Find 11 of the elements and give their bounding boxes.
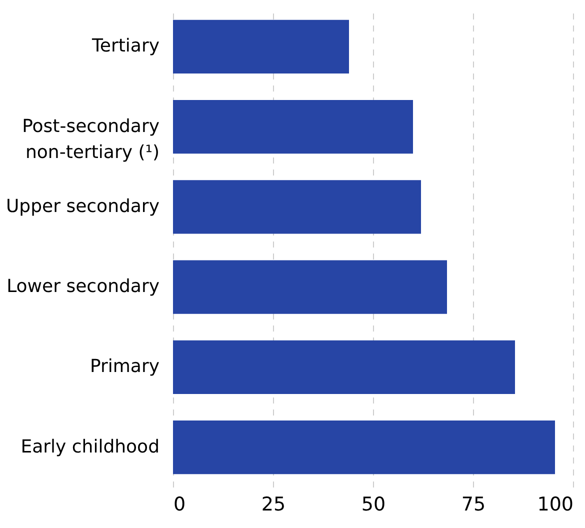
x-tick-label: 75 [461, 494, 486, 516]
y-tick-label: Upper secondary [6, 196, 160, 217]
y-tick-label: Primary [90, 356, 160, 378]
y-tick-label: Lower secondary [6, 276, 160, 298]
x-tick-label: 0 [174, 494, 186, 516]
y-tick-label: Post-secondary non-tertiary (¹) [22, 116, 160, 163]
y-tick-label: Early childhood [20, 436, 160, 458]
x-tick-label: 25 [261, 494, 286, 516]
x-tick-label: 50 [361, 494, 386, 516]
y-tick-label: Tertiary [90, 36, 160, 57]
x-tick-label: 100 [537, 494, 574, 516]
